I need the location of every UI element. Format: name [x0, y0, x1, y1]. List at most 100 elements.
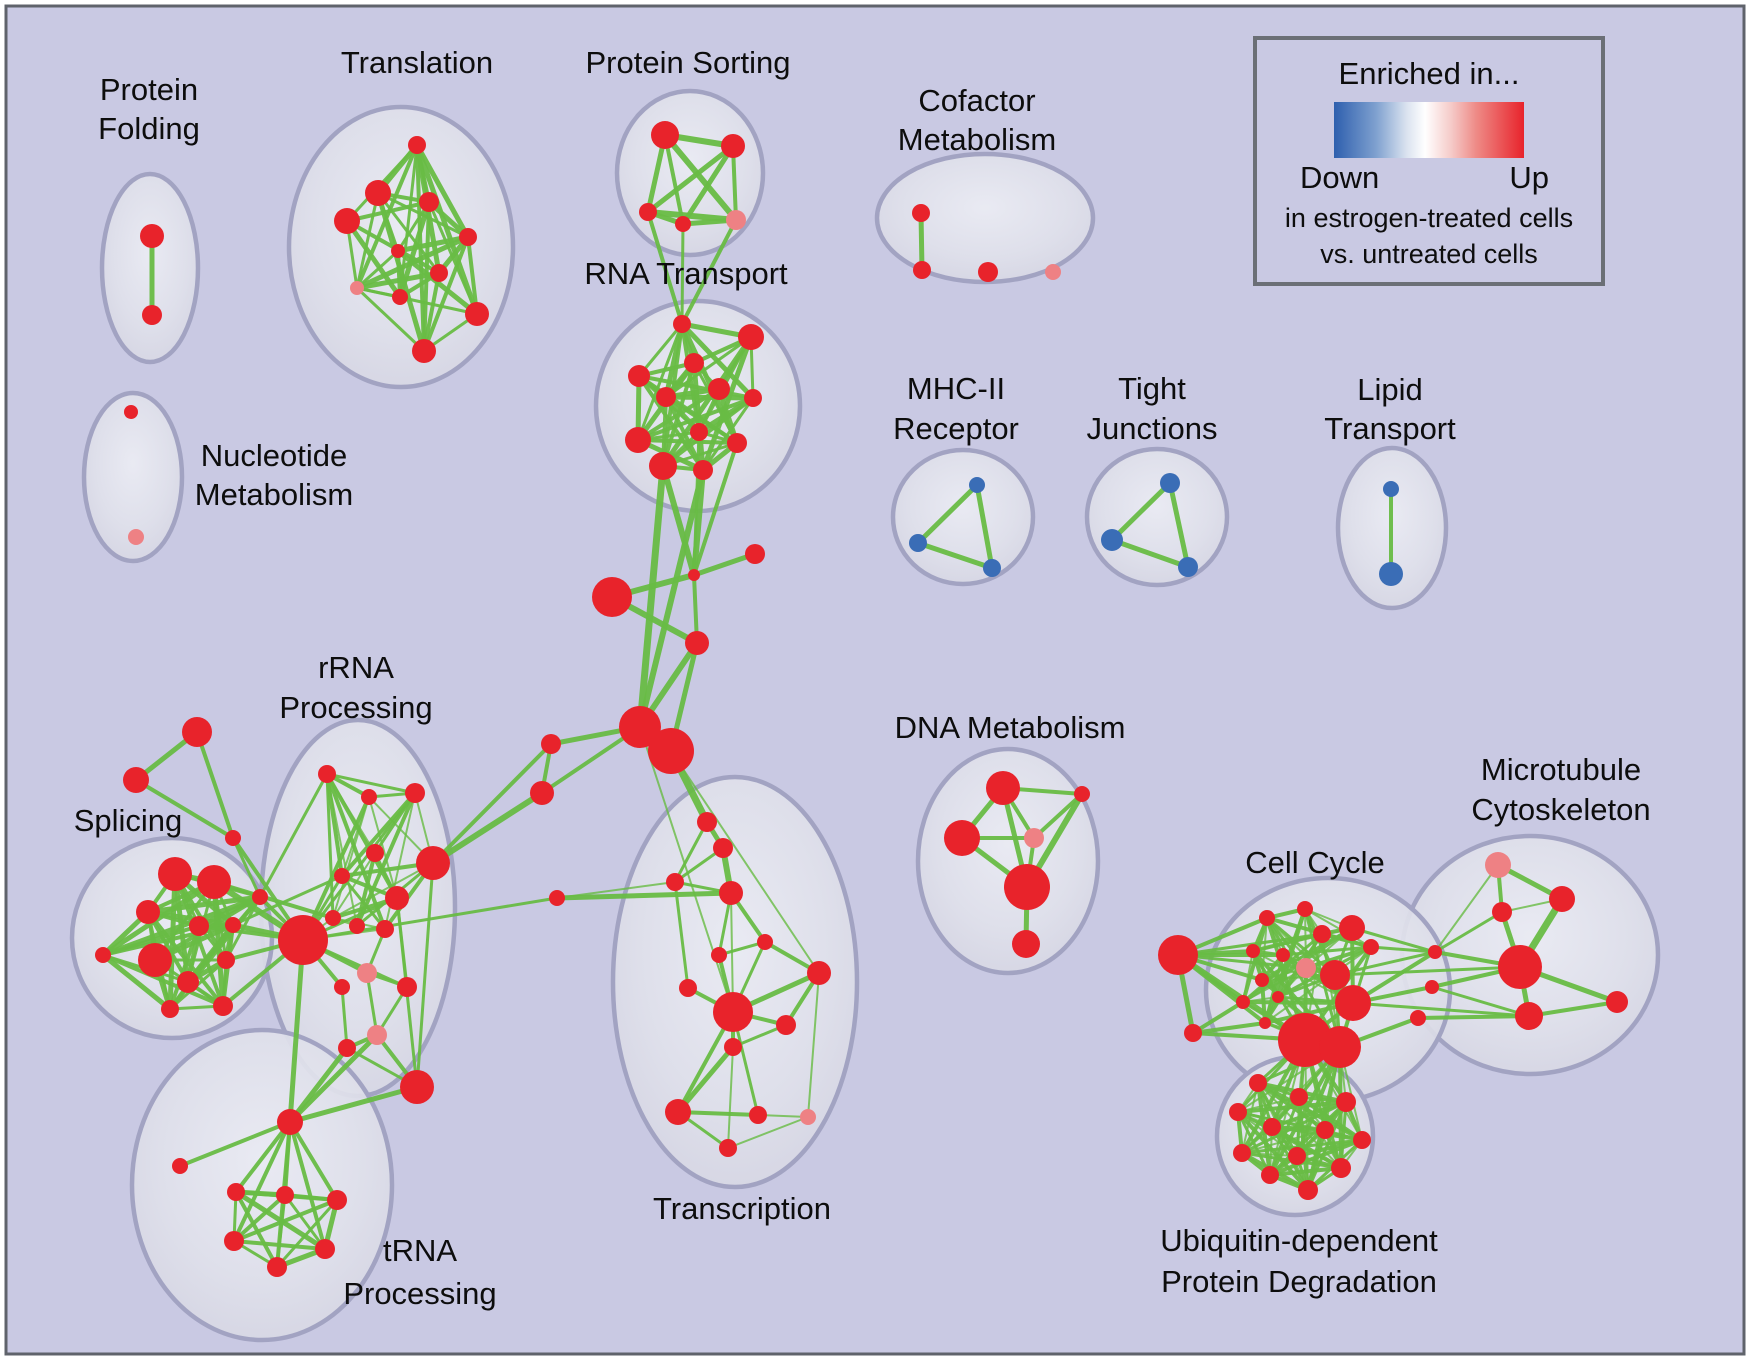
graph-node	[1425, 980, 1439, 994]
graph-node	[592, 577, 632, 617]
cluster-label-lipid-transport: Transport	[1324, 411, 1456, 446]
graph-edge	[258, 772, 329, 899]
graph-edge	[692, 441, 739, 577]
graph-node	[1410, 1010, 1426, 1026]
graph-edge	[663, 394, 756, 401]
graph-edge	[646, 210, 684, 326]
cluster-ellipse-nucleotide-metabolism	[81, 390, 185, 564]
graph-node	[1160, 473, 1180, 493]
graph-node	[697, 812, 717, 832]
graph-edge	[178, 1120, 292, 1168]
graph-edge	[375, 190, 427, 354]
graph-node	[651, 121, 679, 149]
graph-node	[721, 134, 745, 158]
graph-node	[1236, 995, 1250, 1009]
cluster-label-ubiquitin-dependent-protein-degradation: Protein Degradation	[1161, 1264, 1437, 1299]
graph-node	[708, 378, 730, 400]
cluster-label-cofactor-metabolism: Cofactor	[918, 83, 1035, 118]
graph-node	[123, 767, 149, 793]
graph-edge	[1350, 926, 1437, 954]
cluster-label-nucleotide-metabolism: Nucleotide	[201, 438, 347, 473]
graph-edge	[700, 334, 754, 473]
graph-edge	[915, 482, 980, 546]
graph-edge	[231, 874, 344, 927]
graph-edge	[422, 235, 470, 353]
graph-node	[459, 228, 477, 246]
graph-node	[1316, 1121, 1334, 1139]
graph-node	[690, 423, 708, 441]
cluster-label-trna-processing: tRNA	[383, 1233, 457, 1268]
graph-node	[1074, 786, 1090, 802]
legend-up-label: Up	[1509, 160, 1549, 195]
graph-node	[1485, 852, 1511, 878]
graph-node	[1272, 991, 1284, 1003]
graph-edge	[288, 1120, 327, 1251]
graph-node	[95, 947, 111, 963]
graph-edge	[691, 551, 758, 578]
graph-edge	[1351, 1001, 1531, 1018]
graph-edge	[355, 249, 400, 290]
graph-node	[327, 1190, 347, 1210]
graph-node	[350, 281, 364, 295]
graph-node	[419, 192, 439, 212]
graph-node	[673, 315, 691, 333]
graph-node	[530, 781, 554, 805]
graph-node	[278, 915, 328, 965]
graph-edge	[283, 1193, 327, 1251]
graph-node	[318, 765, 336, 783]
graph-edge	[673, 880, 690, 990]
graph-node	[177, 971, 199, 993]
graph-node	[366, 844, 384, 862]
graph-node	[1320, 960, 1350, 990]
graph-edge	[701, 396, 755, 472]
graph-node	[684, 353, 704, 373]
graph-edge	[660, 463, 697, 578]
graph-node	[807, 961, 831, 985]
graph-edge	[1333, 965, 1522, 977]
cluster-label-tight-junctions: Junctions	[1087, 411, 1218, 446]
graph-edge	[100, 879, 217, 958]
legend-endpoint-labels: Down Up	[1257, 158, 1601, 196]
graph-node	[217, 951, 235, 969]
graph-node	[1178, 557, 1198, 577]
graph-edge	[325, 772, 417, 795]
graph-edge	[344, 218, 403, 300]
graph-node	[1331, 1158, 1351, 1178]
graph-node	[224, 1231, 244, 1251]
graph-edge	[1304, 945, 1373, 970]
graph-edge	[670, 750, 820, 974]
graph-node	[1336, 1092, 1356, 1112]
graph-node	[738, 324, 764, 350]
graph-edge	[1268, 1166, 1343, 1177]
graph-edge	[637, 374, 755, 400]
graph-node	[969, 477, 985, 493]
legend-title: Enriched in...	[1338, 56, 1520, 91]
graph-node	[776, 1015, 796, 1035]
graph-edge	[662, 132, 739, 223]
graph-node	[685, 631, 709, 655]
graph-edge	[636, 387, 721, 442]
graph-node	[1249, 1074, 1267, 1092]
cluster-label-splicing: Splicing	[74, 803, 183, 838]
graph-node	[1263, 1118, 1281, 1136]
graph-node	[1319, 1026, 1361, 1068]
cluster-label-tight-junctions: Tight	[1118, 371, 1186, 406]
graph-edge	[664, 395, 739, 445]
graph-node	[1515, 1002, 1543, 1030]
graph-edge	[100, 952, 173, 1012]
graph-edge	[101, 953, 225, 1008]
cluster-label-rrna-processing: rRNA	[318, 650, 394, 685]
graph-edge	[287, 1084, 420, 1125]
graph-node	[128, 529, 144, 545]
graph-edge	[637, 467, 706, 730]
graph-node	[679, 979, 697, 997]
graph-node	[277, 1109, 303, 1135]
graph-node	[197, 865, 231, 899]
graph-edge	[232, 1120, 292, 1243]
graph-edge	[637, 374, 705, 472]
graph-edge	[1236, 1100, 1348, 1114]
graph-node	[1498, 945, 1542, 989]
graph-node	[745, 544, 765, 564]
cluster-label-ubiquitin-dependent-protein-degradation: Ubiquitin-dependent	[1160, 1223, 1438, 1258]
graph-node	[625, 427, 651, 453]
